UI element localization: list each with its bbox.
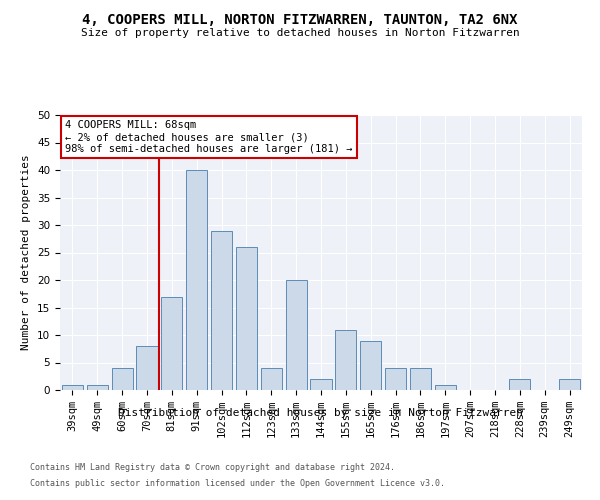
Bar xyxy=(335,330,356,390)
Text: Distribution of detached houses by size in Norton Fitzwarren: Distribution of detached houses by size … xyxy=(119,408,523,418)
Bar xyxy=(136,346,158,390)
Bar xyxy=(310,379,332,390)
Text: Contains public sector information licensed under the Open Government Licence v3: Contains public sector information licen… xyxy=(30,478,445,488)
Bar xyxy=(360,340,381,390)
Text: 4 COOPERS MILL: 68sqm
← 2% of detached houses are smaller (3)
98% of semi-detach: 4 COOPERS MILL: 68sqm ← 2% of detached h… xyxy=(65,120,353,154)
Bar xyxy=(509,379,530,390)
Bar xyxy=(112,368,133,390)
Bar xyxy=(236,247,257,390)
Text: 4, COOPERS MILL, NORTON FITZWARREN, TAUNTON, TA2 6NX: 4, COOPERS MILL, NORTON FITZWARREN, TAUN… xyxy=(82,12,518,26)
Text: Size of property relative to detached houses in Norton Fitzwarren: Size of property relative to detached ho… xyxy=(80,28,520,38)
Bar xyxy=(385,368,406,390)
Bar xyxy=(87,384,108,390)
Bar xyxy=(410,368,431,390)
Bar xyxy=(559,379,580,390)
Bar xyxy=(435,384,456,390)
Bar xyxy=(186,170,207,390)
Bar xyxy=(62,384,83,390)
Text: Contains HM Land Registry data © Crown copyright and database right 2024.: Contains HM Land Registry data © Crown c… xyxy=(30,464,395,472)
Bar xyxy=(211,230,232,390)
Y-axis label: Number of detached properties: Number of detached properties xyxy=(22,154,31,350)
Bar xyxy=(161,296,182,390)
Bar xyxy=(261,368,282,390)
Bar xyxy=(286,280,307,390)
